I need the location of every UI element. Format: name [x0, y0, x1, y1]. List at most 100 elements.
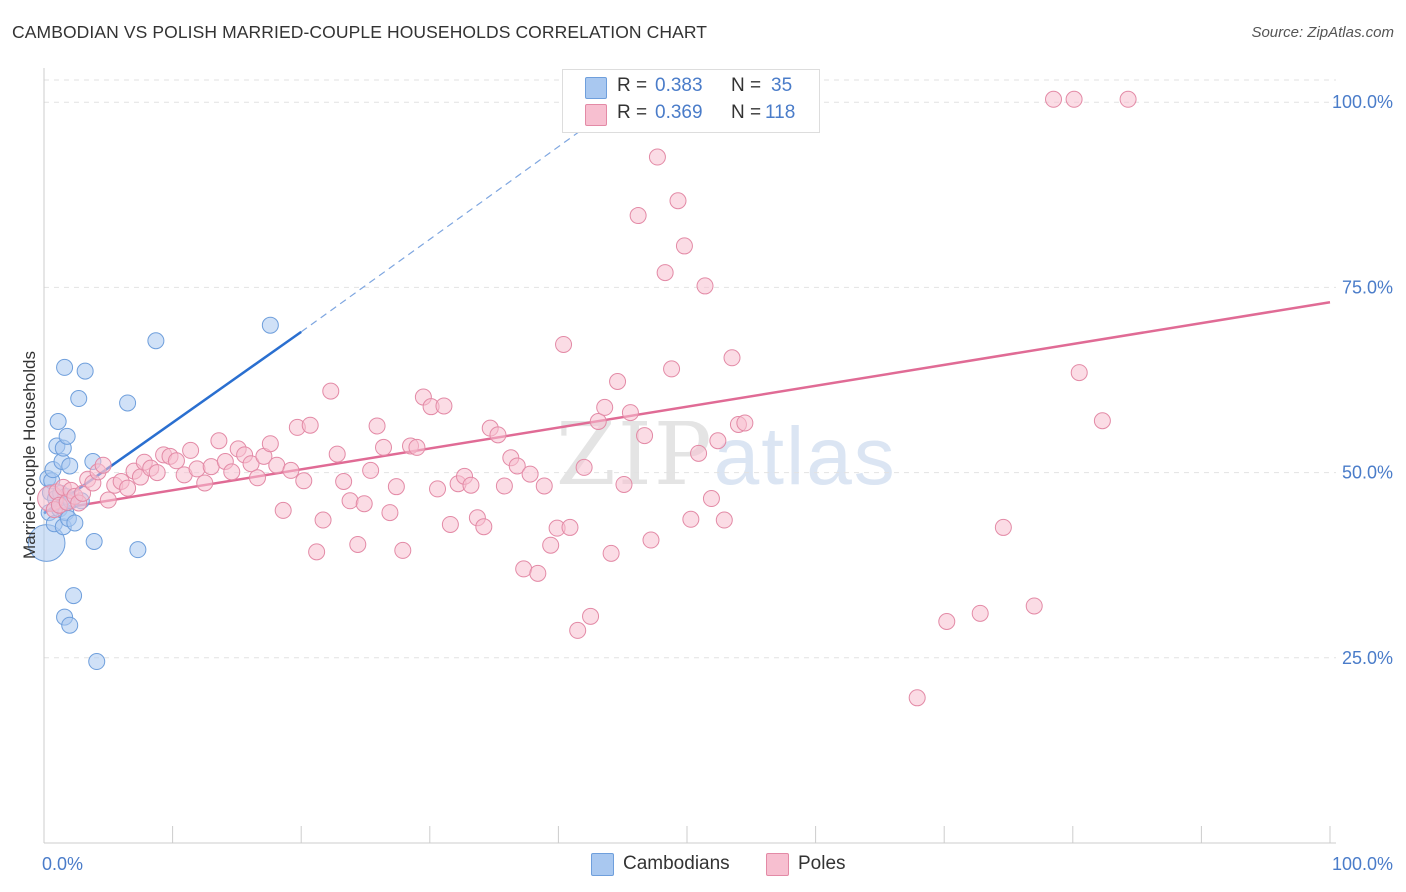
cambodians-point — [70, 390, 88, 408]
poles-point — [242, 455, 260, 473]
poles-point — [196, 474, 214, 492]
poles-point — [690, 444, 708, 462]
y-tick-label: 25.0% — [1342, 648, 1393, 668]
grid-lines — [44, 79, 1336, 659]
poles-point — [435, 397, 453, 415]
cambodians-point — [56, 358, 74, 376]
legend-swatch-cambodians — [585, 77, 607, 99]
poles-point — [489, 426, 507, 444]
poles-point — [1045, 90, 1063, 108]
poles-point — [94, 456, 112, 474]
y-tick-label: 75.0% — [1342, 277, 1393, 297]
poles-point — [368, 417, 386, 435]
bottom-legend-label-poles: Poles — [798, 853, 846, 874]
poles-point — [575, 458, 593, 476]
poles-point — [715, 511, 733, 529]
poles-point — [723, 349, 741, 367]
poles-point — [682, 510, 700, 528]
poles-point — [1093, 412, 1111, 430]
legend-swatch-poles — [585, 104, 607, 126]
x-tick-label-max: 100.0% — [1332, 854, 1393, 874]
poles-point — [328, 445, 346, 463]
poles-point — [462, 476, 480, 494]
poles-point — [475, 518, 493, 536]
poles-point — [1119, 90, 1137, 108]
poles-point — [282, 461, 300, 479]
poles-point — [119, 479, 137, 497]
poles-point — [908, 689, 926, 707]
cambodians-point — [76, 362, 94, 380]
poles-point — [1065, 90, 1083, 108]
poles-point — [322, 382, 340, 400]
axes — [43, 68, 1336, 844]
x-tick-label-min: 0.0% — [42, 854, 83, 874]
correlation-legend: R = 0.383 N = 35 R = 0.369 N = 118 — [562, 69, 820, 133]
poles-point — [521, 465, 539, 483]
bottom-legend-swatch-poles — [766, 853, 789, 876]
cambodians-point — [66, 514, 84, 532]
y-axis-title: Married-couple Households — [20, 351, 39, 559]
legend-n-label: N = — [731, 102, 762, 123]
poles-point — [394, 541, 412, 559]
poles-point — [355, 495, 373, 513]
poles-point — [508, 457, 526, 475]
poles-point — [308, 543, 326, 561]
poles-point — [268, 456, 286, 474]
poles-point — [335, 473, 353, 491]
poles-point — [223, 463, 241, 481]
chart-title: CAMBODIAN VS POLISH MARRIED-COUPLE HOUSE… — [12, 22, 708, 42]
poles-point — [248, 469, 266, 487]
poles-point — [555, 335, 573, 353]
poles-point — [495, 477, 513, 495]
poles-point — [938, 613, 956, 631]
legend-r-label: R = — [617, 75, 648, 96]
cambodians-point — [85, 533, 103, 551]
cambodians-point — [119, 394, 137, 412]
poles-point — [261, 435, 279, 453]
poles-point — [387, 478, 405, 496]
cambodians-point — [147, 332, 165, 350]
poles-point — [1025, 597, 1043, 615]
poles-point — [663, 360, 681, 378]
source-label: Source: ZipAtlas.com — [1251, 24, 1394, 41]
data-points — [27, 90, 1137, 707]
cambodians-point — [61, 457, 79, 475]
poles-point — [202, 458, 220, 476]
watermark-zip: ZIP — [556, 405, 714, 505]
bottom-legend-swatch-cambodians — [591, 853, 614, 876]
poles-point — [429, 480, 447, 498]
poles-point — [408, 438, 426, 456]
poles-point — [362, 461, 380, 479]
poles-point — [515, 560, 533, 578]
poles-point — [648, 148, 666, 166]
poles-point — [589, 412, 607, 430]
poles-point — [971, 604, 989, 622]
y-tick-label: 100.0% — [1332, 92, 1393, 112]
cambodians-point — [88, 653, 106, 671]
poles-point — [274, 501, 292, 519]
tick-labels: 25.0% 50.0% 75.0% 100.0% 0.0% 100.0% Married-c… — [20, 92, 1393, 874]
poles-point — [596, 398, 614, 416]
poles-point — [602, 544, 620, 562]
cambodians-point — [61, 616, 79, 634]
poles-point — [669, 192, 687, 210]
legend-n-value: 118 — [765, 102, 796, 123]
poles-point — [441, 515, 459, 533]
poles-point — [609, 372, 627, 390]
legend-r-value: 0.383 — [655, 75, 703, 96]
poles-point — [349, 535, 367, 553]
poles-point — [675, 237, 693, 255]
poles-point — [535, 477, 553, 495]
poles-point — [629, 207, 647, 225]
poles-point — [656, 264, 674, 282]
poles-point — [736, 414, 754, 432]
cambodians-point — [261, 316, 279, 334]
poles-point — [381, 504, 399, 522]
poles-point — [341, 492, 359, 510]
poles-point — [167, 452, 185, 470]
poles-point — [99, 491, 117, 509]
cambodians-trend-extension — [300, 112, 606, 333]
poles-point — [148, 464, 166, 482]
poles-point — [696, 277, 714, 295]
